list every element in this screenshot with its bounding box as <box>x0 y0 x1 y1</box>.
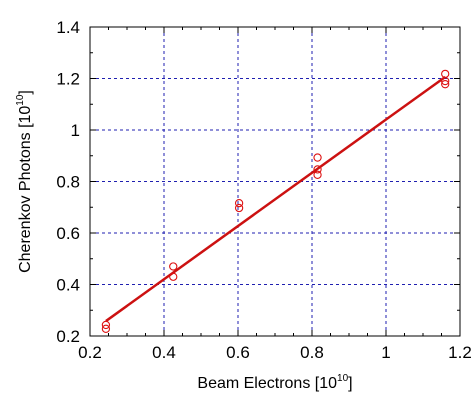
plot-frame <box>89 26 461 337</box>
fit-line-segment <box>105 75 446 323</box>
data-point <box>441 69 450 79</box>
x-tick-label: 0.6 <box>226 343 250 362</box>
data-point <box>313 170 322 179</box>
x-tick-label: 1 <box>381 343 390 362</box>
data-point <box>441 80 450 89</box>
x-tick-labels: 0.2 0.4 0.6 0.8 1 1.2 <box>78 343 472 362</box>
data-points <box>101 69 450 333</box>
y-tick-label: 1 <box>71 121 80 140</box>
x-tick-label: 0.8 <box>300 343 324 362</box>
x-tick-label: 1.2 <box>448 343 472 362</box>
x-axis-title: Beam Electrons [1010] <box>197 373 352 392</box>
y-tick-label: 0.4 <box>56 276 80 295</box>
y-axis-title-end: ] <box>17 90 34 94</box>
x-axis-title-text: Beam Electrons [10 <box>197 375 337 392</box>
y-tick-label: 0.8 <box>56 173 80 192</box>
y-tick-label: 1.4 <box>56 18 80 37</box>
y-axis-title-exponent: 10 <box>15 94 26 106</box>
data-point <box>441 76 450 86</box>
data-point <box>101 324 111 333</box>
data-point <box>169 262 178 271</box>
fit-line <box>105 75 446 323</box>
x-tick-label: 0.4 <box>152 343 176 362</box>
y-axis-title: Cherenkov Photons [1010] <box>15 90 34 273</box>
data-point <box>101 320 111 330</box>
data-point <box>234 198 244 208</box>
y-tick-label: 1.2 <box>56 70 80 89</box>
data-point <box>313 165 322 174</box>
x-tick-label: 0.2 <box>78 343 102 362</box>
grid <box>90 27 460 336</box>
y-axis-title-text: Cherenkov Photons [10 <box>17 106 34 273</box>
x-axis-title-end: ] <box>348 375 352 392</box>
data-point <box>234 203 244 213</box>
data-point <box>169 272 178 281</box>
x-axis-title-exponent: 10 <box>337 373 349 384</box>
y-tick-label: 0.6 <box>56 224 80 243</box>
data-point <box>313 153 322 162</box>
y-tick-labels: 0.2 0.4 0.6 0.8 1 1.2 1.4 <box>56 18 80 346</box>
y-tick-label: 0.2 <box>56 327 80 346</box>
